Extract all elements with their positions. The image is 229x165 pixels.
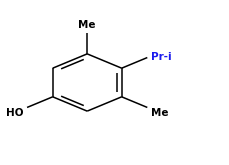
Text: Me: Me bbox=[151, 108, 168, 118]
Text: HO: HO bbox=[6, 108, 24, 118]
Text: Me: Me bbox=[79, 20, 96, 30]
Text: Pr-i: Pr-i bbox=[151, 52, 171, 62]
